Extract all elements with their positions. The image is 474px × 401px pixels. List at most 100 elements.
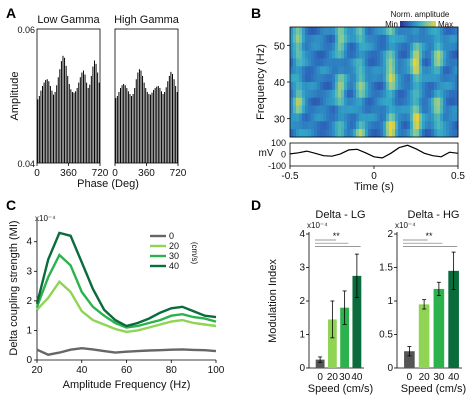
heatmap-cell [440,121,444,130]
heatmap-cell [290,50,294,59]
heatmap-cell [347,113,351,122]
heatmap-cell [425,82,429,91]
heatmap-cell [398,89,402,99]
heatmap-cell [332,42,336,51]
heatmap-cell [350,34,354,44]
panel-b: B [251,5,261,21]
heatmap-cell [320,50,324,59]
x-tick-label: 80 [166,365,178,376]
heatmap-cell [401,113,405,122]
heatmap-cell [356,89,360,99]
heatmap-cell [398,82,402,91]
heatmap-cell [296,34,300,44]
y-axis-label: Modulation Index [267,259,279,343]
heatmap-cell [362,82,366,91]
y-tick-label: 3 [26,266,32,277]
heatmap-cell [410,74,414,83]
heatmap-cell [443,89,447,99]
bar-20 [418,304,430,368]
heatmap-cell [305,42,309,51]
heatmap-cell [344,113,348,122]
heatmap-cell [443,27,447,36]
x-axis-label: Phase (Deg) [77,178,139,190]
heatmap-cell [308,50,312,59]
histogram-bar [176,91,178,163]
trace-x-tick-label: 0 [371,171,377,182]
heatmap-cell [329,74,333,83]
heatmap-cell [389,121,393,130]
histogram-bar [98,82,100,163]
heatmap-cell [392,50,396,59]
histogram-bar [56,85,58,163]
heatmap-cell [347,97,351,106]
heatmap-cell [416,27,420,36]
heatmap-cell [449,58,453,67]
histogram-title: Low Gamma [37,14,100,26]
heatmap-cell [455,121,459,130]
heatmap-cell [380,89,384,99]
heatmap-cell [302,97,306,106]
heatmap-cell [416,97,420,106]
heatmap-cell [422,34,426,44]
heatmap-cell [374,105,378,114]
histogram-bar [76,87,78,163]
heatmap-cell [425,50,429,59]
heatmap-cell [326,105,330,114]
histogram-bar [95,63,97,164]
heatmap-cell [296,105,300,114]
heatmap-cell [311,27,315,36]
heatmap-cell [389,27,393,36]
heatmap-cell [389,97,393,106]
histogram-bar [68,83,70,163]
heatmap-cell [353,89,357,99]
heatmap-cell [368,34,372,44]
heatmap-cell [308,113,312,122]
heatmap-cell [341,97,345,106]
heatmap-cell [350,74,354,83]
heatmap-cell [428,97,432,106]
heatmap-cell [341,105,345,114]
heatmap-cell [299,50,303,59]
heatmap-cell [431,34,435,44]
heatmap-cell [437,97,441,106]
heatmap-cell [299,27,303,36]
heatmap-cell [434,42,438,51]
heatmap-cell [380,66,384,75]
heatmap-cell [323,89,327,99]
heatmap-cell [377,89,381,99]
heatmap-cell [401,82,405,91]
heatmap-cell [314,34,318,44]
heatmap-cell [347,89,351,99]
heatmap-cell [443,82,447,91]
heatmap-cell [395,74,399,83]
heatmap-cell [356,82,360,91]
heatmap-cell [368,66,372,75]
heatmap-cell [452,129,456,138]
heatmap-cell [326,97,330,106]
heatmap-cell [413,105,417,114]
heatmap-cell [395,66,399,75]
heatmap-cell [308,129,312,138]
heatmap-cell [440,27,444,36]
heatmap-cell [404,50,408,59]
x-tick-label: 0 [112,168,118,179]
heatmap-cell [305,129,309,138]
heatmap-cell [422,121,426,130]
heatmap-cell [413,74,417,83]
heatmap-cell [422,27,426,36]
heatmap-cell [392,82,396,91]
heatmap-cell [413,121,417,130]
heatmap-cell [386,66,390,75]
heatmap-cell [308,89,312,99]
heatmap-cell [320,82,324,91]
heatmap-cell [449,66,453,75]
heatmap-cell [311,105,315,114]
heatmap-cell [359,82,363,91]
heatmap-cell [326,82,330,91]
heatmap-cell [446,97,450,106]
heatmap-cell [290,89,294,99]
heatmap-cell [311,82,315,91]
histogram-bar [145,87,147,163]
